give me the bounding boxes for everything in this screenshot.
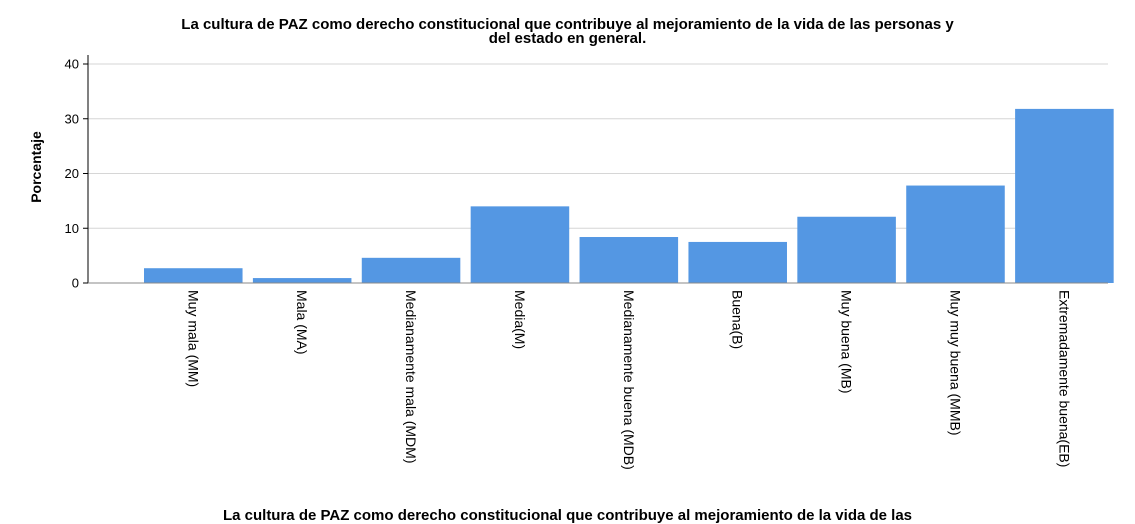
chart-title-line-1: La cultura de PAZ como derecho constituc…	[181, 16, 954, 33]
bar	[688, 241, 787, 283]
y-tick-label: 40	[65, 57, 79, 72]
x-axis-title: La cultura de PAZ como derecho constituc…	[222, 507, 913, 524]
bar	[906, 185, 1005, 283]
x-category-label: Medianamente mala (MDM)	[403, 290, 419, 464]
x-category-label: Medianamente buena (MDB)	[621, 290, 637, 470]
y-tick-label: 0	[72, 276, 79, 291]
y-tick-labels: 0 10 20 30 40	[65, 57, 79, 291]
x-category-label: Muy buena (MB)	[839, 290, 855, 393]
x-category-label: Muy muy buena (MMB)	[947, 290, 963, 435]
y-tick-label: 10	[65, 221, 79, 236]
chart-title-line-2: del estado en general.	[488, 30, 647, 47]
bar	[252, 278, 352, 283]
x-category-label: Extremadamente buena(EB)	[1056, 290, 1072, 467]
x-category-label: Media(M)	[512, 290, 528, 349]
axes	[83, 55, 1108, 284]
x-category-labels: Muy mala (MM) Mala (MA) Medianamente mala …	[185, 290, 1072, 470]
bar	[144, 268, 243, 283]
x-category-label: Mala (MA)	[294, 290, 310, 355]
bar	[579, 237, 679, 283]
y-tick-label: 30	[65, 111, 79, 126]
x-category-label: Buena(B)	[730, 290, 746, 349]
bar	[361, 257, 461, 283]
bar	[470, 206, 570, 283]
y-axis-label: Porcentaje	[28, 131, 44, 203]
y-tick-label: 20	[65, 166, 79, 181]
bar	[1015, 108, 1114, 284]
bar	[797, 216, 896, 283]
chart-title: La cultura de PAZ como derecho constituc…	[0, 16, 1135, 47]
bars	[144, 108, 1114, 284]
x-category-label: Muy mala (MM)	[185, 290, 201, 387]
